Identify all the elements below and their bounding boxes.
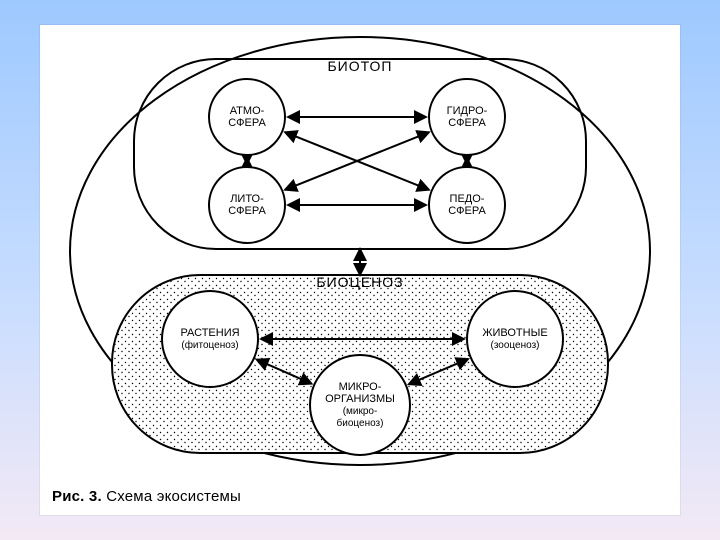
node-label-lito: СФЕРА [228,205,266,217]
caption-prefix: Рис. 3. [52,488,102,505]
node-label-atmo: АТМО- [230,105,265,117]
node-sublabel-micro: биоценоз) [337,417,384,429]
group-label-biotope: БИОТОП [327,58,392,74]
node-label-hydro: СФЕРА [448,117,486,129]
node-sublabel-micro: (микро- [343,406,378,417]
node-label-plants: РАСТЕНИЯ [180,327,239,339]
node-animals [467,291,563,387]
node-micro [310,355,410,455]
figure-caption: Рис. 3. Схема экосистемы [52,488,241,505]
node-sublabel-plants: (фитоценоз) [181,339,238,351]
group-label-biocenosis: БИОЦЕНОЗ [316,274,403,290]
node-label-micro: МИКРО- [339,381,382,393]
group-biotope [134,59,586,249]
node-label-micro: ОРГАНИЗМЫ [325,393,395,405]
node-plants [162,291,258,387]
figure-panel: БИОТОПБИОЦЕНОЗАТМО-СФЕРАГИДРО-СФЕРАЛИТО-… [40,25,680,515]
node-label-animals: ЖИВОТНЫЕ [482,327,547,339]
node-sublabel-animals: (зооценоз) [491,340,540,351]
node-label-atmo: СФЕРА [228,117,266,129]
caption-text: Схема экосистемы [106,488,241,505]
node-label-pedo: СФЕРА [448,205,486,217]
ecosystem-diagram: БИОТОПБИОЦЕНОЗАТМО-СФЕРАГИДРО-СФЕРАЛИТО-… [40,25,680,479]
node-label-lito: ЛИТО- [230,193,264,205]
node-label-pedo: ПЕДО- [450,193,485,205]
node-label-hydro: ГИДРО- [447,105,488,117]
